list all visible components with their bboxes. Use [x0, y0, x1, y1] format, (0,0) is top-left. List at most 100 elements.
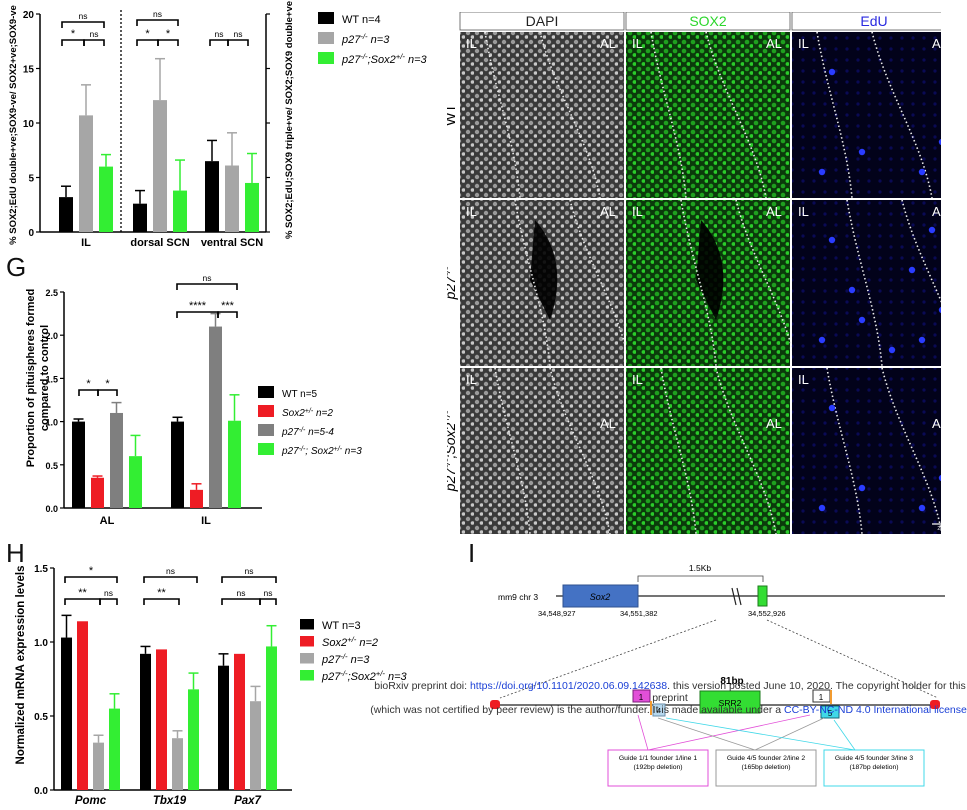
significance-label: ns — [237, 588, 246, 598]
significance-label: ** — [78, 587, 87, 599]
il-label: IL — [466, 204, 477, 219]
micrograph — [460, 368, 624, 534]
bar — [129, 456, 142, 508]
al-label: AL — [600, 204, 616, 219]
micrograph — [460, 32, 624, 198]
bar — [234, 653, 245, 790]
bar — [153, 100, 167, 232]
guide-box-2: Guide 4/5 founder 2/line 2 (165bp deleti… — [726, 755, 806, 771]
panel-letter-g: G — [6, 252, 27, 282]
guide-1-right: 1 — [819, 693, 824, 702]
il-label: IL — [798, 36, 809, 51]
srr2-label: SRR2 — [719, 698, 742, 708]
panel-letter-h: H — [6, 538, 25, 568]
legend-label: p27-/-;Sox2+/- n=3 — [341, 52, 428, 66]
significance-label: ns — [153, 9, 162, 19]
top-ylabel-left: % SOX2;EdU double+ve;SOX9-ve/ SOX2+ve;SO… — [8, 5, 19, 245]
chr-label: mm9 chr 3 — [498, 592, 538, 602]
scale-bar-label: 20μm — [937, 526, 941, 532]
significance-label: **** — [189, 300, 207, 312]
il-label: IL — [632, 36, 643, 51]
significance-label: ns — [166, 566, 175, 576]
significance-label: * — [89, 565, 94, 577]
legend-swatch — [300, 636, 314, 647]
il-label: IL — [466, 372, 477, 387]
micrograph — [792, 32, 956, 198]
al-label: AL — [932, 36, 941, 51]
bar — [228, 420, 241, 508]
legend-label: p27-/-;Sox2+/- n=3 — [321, 668, 408, 683]
bar — [61, 637, 72, 790]
legend-label: Sox2+/- n=2 — [322, 634, 378, 649]
legend-label: p27-/- n=3 — [321, 651, 370, 666]
category-label: ventral SCN — [201, 237, 263, 249]
legend-label: WT n=4 — [342, 14, 381, 26]
bar — [225, 165, 239, 232]
h-ylabel: Normalized mRNA expression levels — [15, 566, 27, 765]
al-label: AL — [600, 416, 616, 431]
y-tick-label: 0 — [28, 228, 34, 239]
y-tick-label: 5 — [28, 174, 34, 185]
legend-label: p27-/- n=5-4 — [281, 427, 334, 439]
coord-1: 34,548,927 — [538, 609, 576, 618]
legend-swatch — [300, 670, 314, 681]
al-label: AL — [600, 36, 616, 51]
y-tick-label: 0.0 — [34, 786, 48, 797]
significance-label: ns — [203, 273, 212, 283]
srr2-small-box — [757, 585, 768, 607]
legend-swatch — [258, 443, 274, 455]
y-tick-label: 2.0 — [45, 331, 58, 341]
bar — [156, 649, 167, 790]
legend-swatch — [318, 32, 334, 44]
bar — [245, 182, 259, 232]
bar — [79, 115, 93, 232]
bar — [190, 489, 203, 508]
bar — [110, 412, 123, 508]
y-tick-label: 20 — [23, 10, 35, 21]
y-tick-label: 1.0 — [34, 638, 48, 649]
significance-label: ns — [215, 29, 224, 39]
bar — [77, 621, 88, 790]
bar — [218, 665, 229, 790]
y-tick-label: 1.5 — [34, 564, 48, 575]
license-link[interactable]: CC-BY-NC-ND 4.0 International license — [784, 704, 967, 716]
legend-swatch — [300, 653, 314, 664]
al-label: AL — [766, 204, 782, 219]
doi-link[interactable]: https://doi.org/10.1101/2020.06.09.14263… — [469, 680, 668, 692]
al-label: AL — [932, 416, 941, 431]
il-label: IL — [632, 204, 643, 219]
channel-header: EdU — [860, 13, 887, 29]
category-label: AL — [100, 515, 115, 527]
y-tick-label: 1.0 — [45, 418, 58, 428]
srr2-box — [699, 690, 761, 714]
category-label: dorsal SCN — [130, 237, 189, 249]
y-tick-label: 1.5 — [45, 374, 58, 384]
bar — [172, 738, 183, 790]
bar — [171, 421, 184, 508]
legend-swatch — [318, 52, 334, 64]
legend-label: WT n=3 — [322, 620, 361, 632]
microscopy-grid: DAPI SOX2 EdU WT IL AL IL AL IL AL p27-/- IL AL IL AL I… — [442, 11, 963, 535]
bar — [91, 477, 104, 508]
guide-box-1: Guide 1/1 founder 1/line 1 (192bp deleti… — [618, 755, 698, 771]
category-label: Pax7 — [234, 795, 261, 807]
legend-swatch — [318, 12, 334, 24]
significance-label: * — [71, 28, 76, 40]
bar — [93, 742, 104, 790]
il-label: IL — [798, 372, 809, 387]
coord-3: 34,552,926 — [748, 609, 786, 618]
micrograph — [626, 32, 790, 198]
panel-letter-i: I — [468, 538, 476, 568]
y-tick-label: 0.0 — [45, 504, 58, 514]
guide-1-left: 1 — [639, 693, 644, 702]
y-tick-label: 15 — [23, 65, 35, 76]
significance-label: ns — [264, 588, 273, 598]
significance-label: * — [145, 28, 150, 40]
bar — [173, 190, 187, 232]
bar — [205, 161, 219, 232]
il-label: IL — [632, 372, 643, 387]
legend-label: WT n=5 — [282, 389, 318, 400]
schematic-i: mm9 chr 3 Sox2 1.5Kb 34,548,927 34,551,3… — [490, 563, 945, 787]
significance-label: * — [105, 378, 110, 390]
